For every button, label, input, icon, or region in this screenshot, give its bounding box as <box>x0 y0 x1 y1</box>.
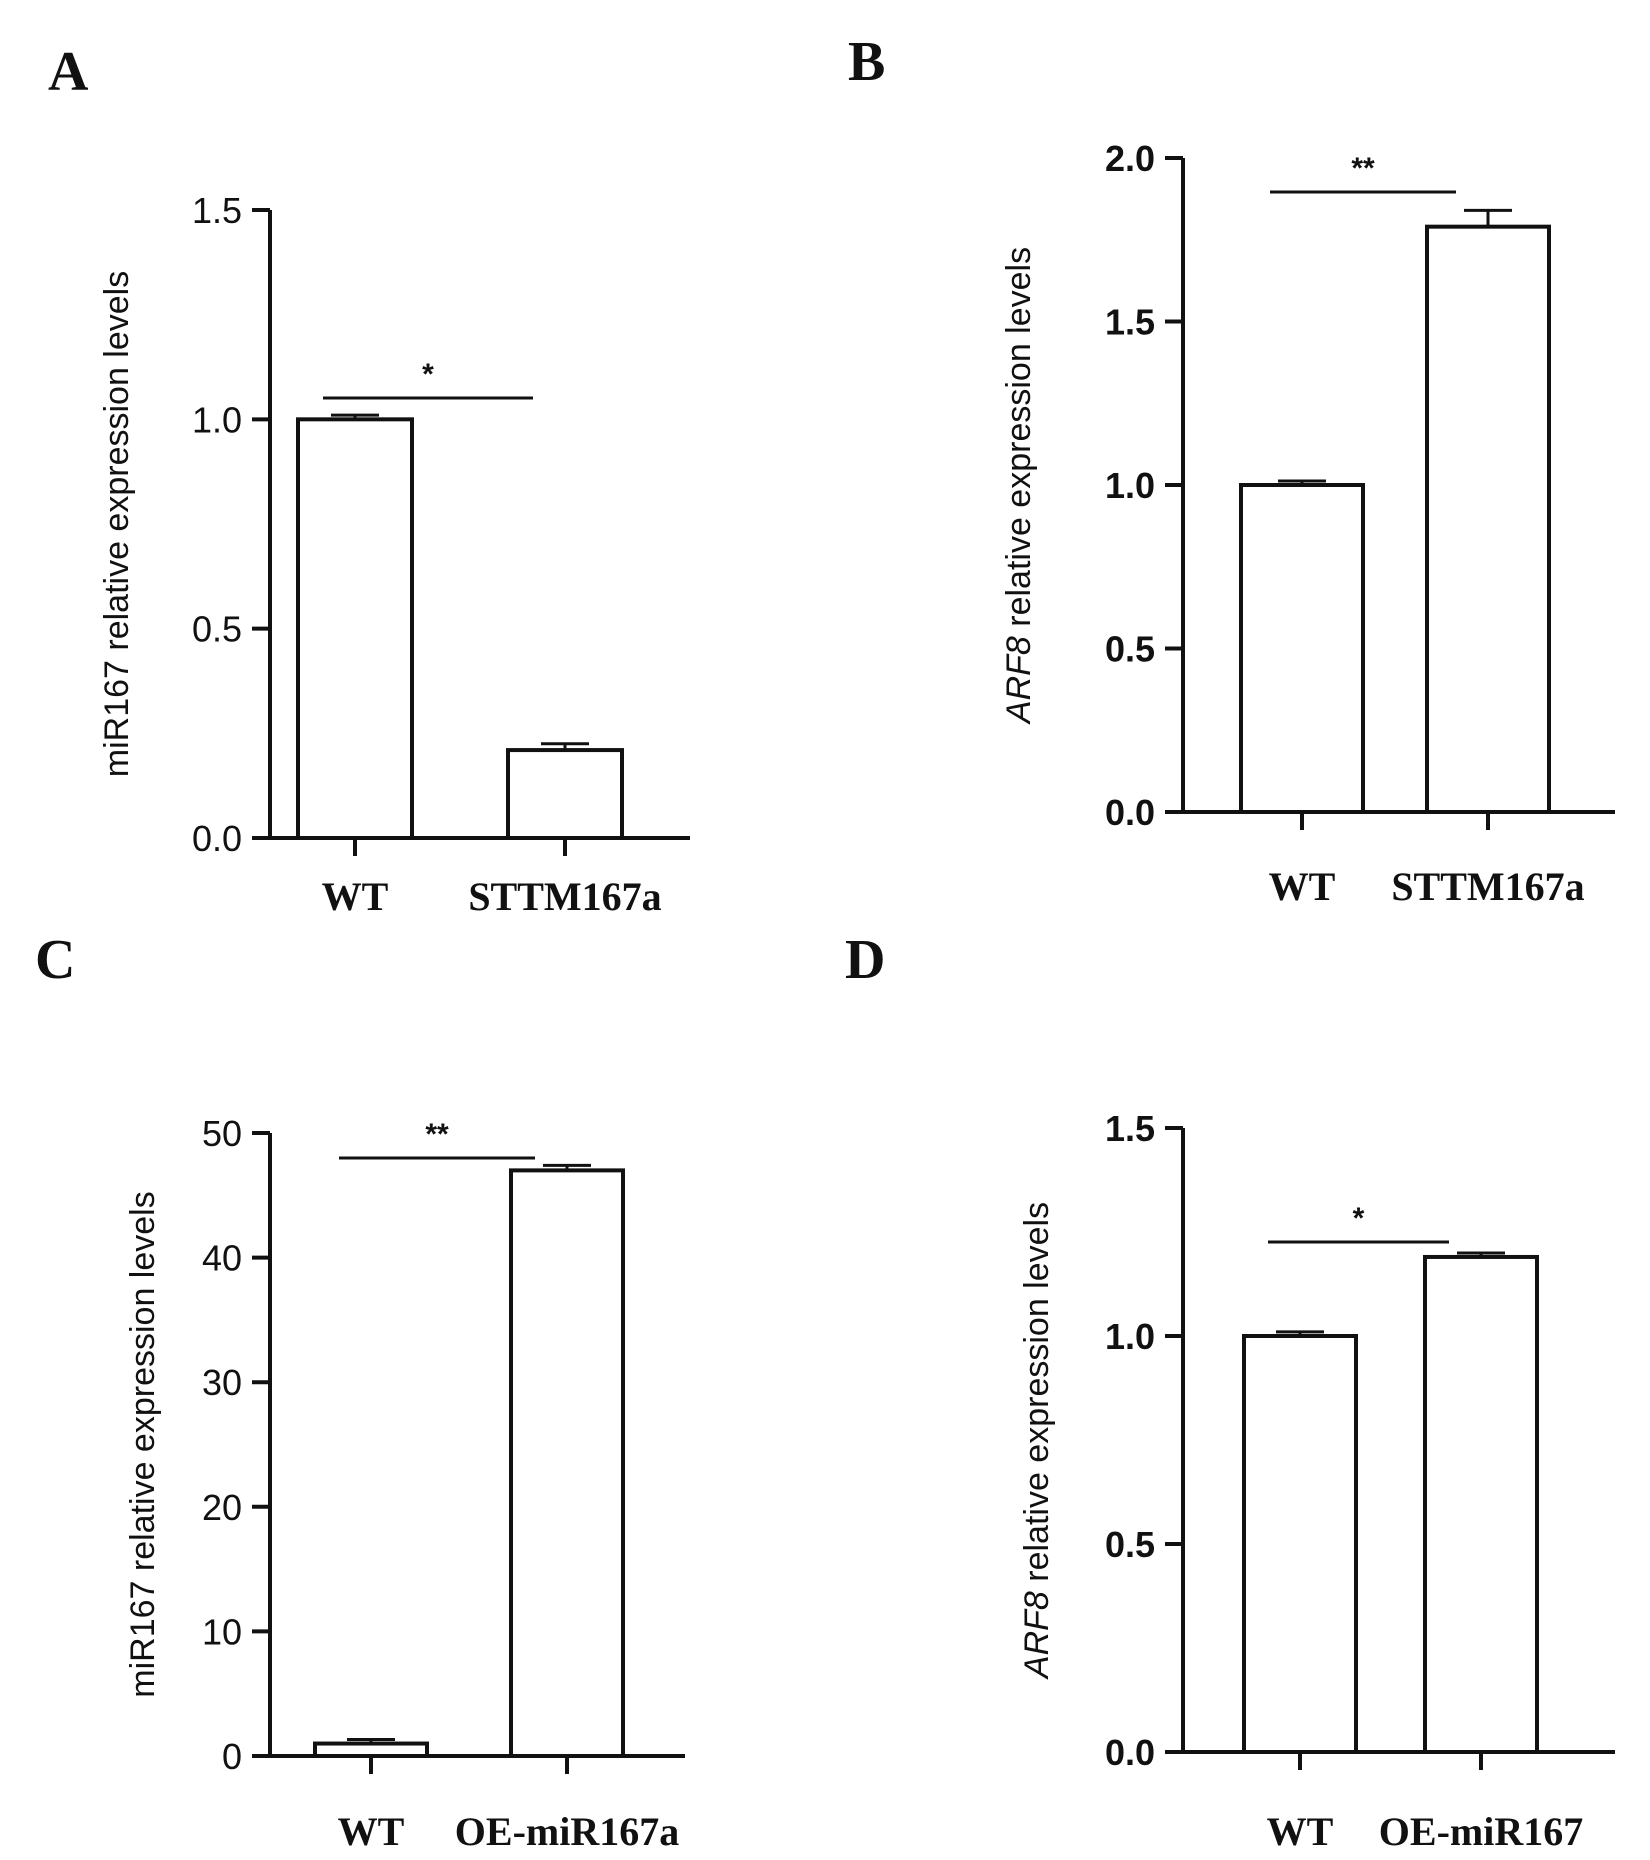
panel-b-y-tick-label: 0.0 <box>1105 792 1155 833</box>
panel-d-y-axis-label: ARF8 relative expression levels <box>1018 1202 1056 1680</box>
panel-b-y-axis-label-text: relative expression levels <box>1000 247 1038 636</box>
panel-b-significance-mark: ** <box>1351 152 1375 185</box>
panel-c-y-tick-label: 0 <box>222 1736 242 1777</box>
panel-b-y-tick-label: 1.0 <box>1105 465 1155 506</box>
panel-a-y-tick-label: 0.5 <box>192 609 242 650</box>
panel-a-significance-mark: * <box>422 358 434 391</box>
panel-d-y-tick-label: 1.0 <box>1105 1316 1155 1357</box>
panel-c-y-tick-label: 50 <box>202 1113 242 1154</box>
panel-c-y-axis-label-text: miR167 relative expression levels <box>124 1191 162 1697</box>
panel-c-y-axis-label: miR167 relative expression levels <box>124 1191 162 1697</box>
panel-b-y-axis-label: ARF8 relative expression levels <box>1000 247 1038 725</box>
panel-c-letter: C <box>35 929 75 991</box>
panel-d-y-tick-label: 0.5 <box>1105 1524 1155 1565</box>
panel-c-y-tick-label: 20 <box>202 1487 242 1528</box>
panel-a-letter: A <box>48 41 89 103</box>
panel-a-bar-wt <box>296 417 414 840</box>
panel-d-bar-wt <box>1242 1334 1358 1754</box>
panel-b-y-axis-label-gene: ARF8 <box>1000 636 1038 725</box>
panel-b-y-tick-label: 2.0 <box>1105 138 1155 179</box>
panel-c-category-label: WT <box>338 1809 405 1854</box>
panel-c-y-tick-label: 30 <box>202 1362 242 1403</box>
panel-a-bar-sttm167a <box>506 748 624 841</box>
panel-c-y-tick-label: 10 <box>202 1611 242 1652</box>
panel-d-category-label: OE-miR167 <box>1379 1809 1583 1854</box>
panel-a-y-tick-label: 1.5 <box>192 190 242 231</box>
panel-a-y-axis-label: miR167 relative expression levels <box>98 271 136 777</box>
panel-b-bar-sttm167a <box>1425 224 1551 815</box>
panel-c-bar-wt <box>313 1741 429 1759</box>
panel-a: A 0.0 0.5 1.0 1.5 miR167 relative expression … <box>48 41 690 919</box>
panel-d-significance-mark: * <box>1353 1202 1365 1235</box>
panel-c: C 0 10 20 30 40 50 miR167 relative expression l… <box>35 929 685 1854</box>
panel-a-category-label: WT <box>322 874 389 919</box>
panel-d: D 0.0 0.5 1.0 1.5 ARF8 relative expression le… <box>845 929 1615 1854</box>
panel-b-y-tick-label: 0.5 <box>1105 629 1155 670</box>
panel-d-category-label: WT <box>1267 1809 1334 1854</box>
panel-d-bar-oe-mir167 <box>1423 1254 1539 1754</box>
panel-a-y-axis-label-text: miR167 relative expression levels <box>98 271 136 777</box>
panel-d-y-axis-label-gene: ARF8 <box>1018 1591 1056 1680</box>
panel-b-category-label: STTM167a <box>1391 864 1584 909</box>
panel-c-y-tick-label: 40 <box>202 1238 242 1279</box>
panel-c-significance-mark: ** <box>425 1118 449 1151</box>
panel-b-category-label: WT <box>1269 864 1336 909</box>
panel-a-category-label: STTM167a <box>468 874 661 919</box>
panel-b-letter: B <box>848 31 885 93</box>
panel-a-y-tick-label: 0.0 <box>192 818 242 859</box>
panel-d-y-axis-label-text: relative expression levels <box>1018 1202 1056 1591</box>
panel-b-bar-wt <box>1239 483 1365 814</box>
panel-d-y-tick-label: 0.0 <box>1105 1732 1155 1773</box>
panel-b: B 0.0 0.5 1.0 1.5 2.0 ARF8 relative expression… <box>848 31 1615 909</box>
panel-d-letter: D <box>845 929 885 991</box>
panel-b-y-tick-label: 1.5 <box>1105 302 1155 343</box>
panel-d-y-tick-label: 1.5 <box>1105 1108 1155 1149</box>
panel-c-bar-oe-mir167a <box>509 1168 625 1758</box>
panel-a-y-tick-label: 1.0 <box>192 399 242 440</box>
panel-c-category-label: OE-miR167a <box>455 1809 679 1854</box>
